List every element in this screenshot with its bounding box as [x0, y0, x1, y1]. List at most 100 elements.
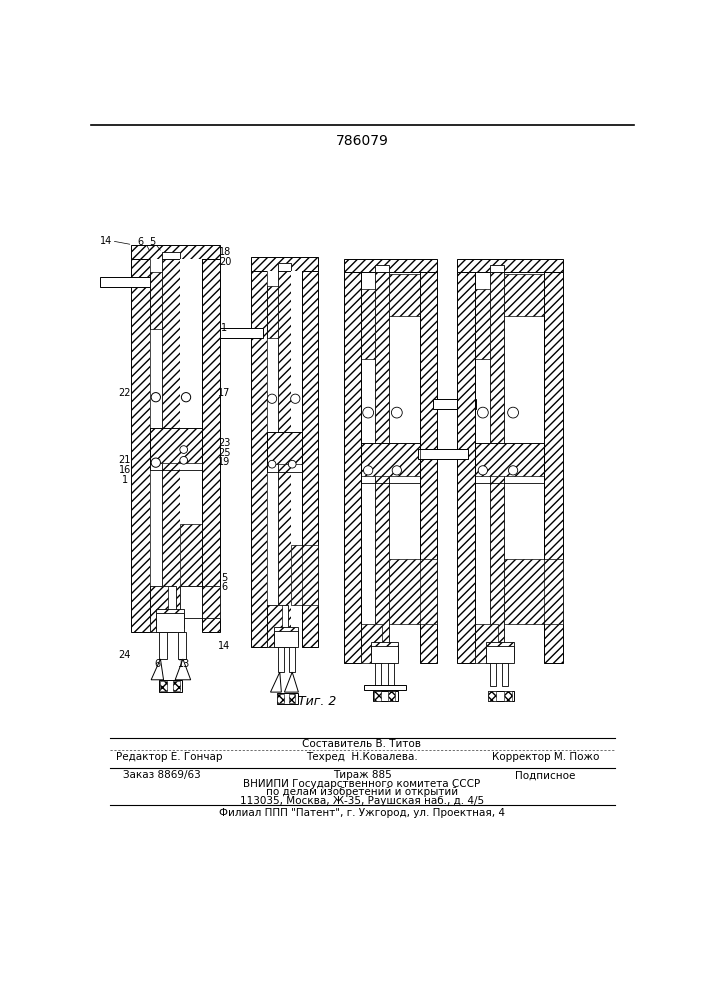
Bar: [150, 259, 162, 618]
Bar: [173, 681, 180, 691]
Bar: [220, 328, 263, 338]
Circle shape: [180, 456, 187, 464]
Text: Филиал ППП "Патент", г. Ужгород, ул. Проектная, 4: Филиал ППП "Патент", г. Ужгород, ул. Про…: [219, 808, 505, 818]
Text: 23: 23: [218, 438, 230, 448]
Text: 19: 19: [218, 457, 230, 467]
Circle shape: [151, 458, 160, 467]
Bar: [251, 271, 267, 647]
Text: Техред  Н.Ковалева.: Техред Н.Ковалева.: [306, 752, 418, 762]
Bar: [291, 545, 317, 605]
Circle shape: [291, 394, 300, 403]
Polygon shape: [151, 659, 163, 680]
Bar: [489, 691, 496, 701]
Bar: [303, 271, 317, 647]
Bar: [150, 272, 162, 329]
Text: 16: 16: [119, 465, 131, 475]
Bar: [131, 245, 220, 259]
Text: 22: 22: [119, 388, 131, 398]
Bar: [361, 443, 420, 483]
Bar: [371, 646, 398, 663]
Text: 6: 6: [137, 237, 144, 247]
Text: 14: 14: [100, 236, 112, 246]
Bar: [361, 289, 375, 359]
Text: Редактор Е. Гончар: Редактор Е. Гончар: [117, 752, 223, 762]
Text: 20: 20: [219, 257, 232, 267]
Polygon shape: [175, 659, 191, 680]
Bar: [389, 274, 420, 316]
Text: 5: 5: [221, 573, 227, 583]
Bar: [289, 647, 296, 672]
Polygon shape: [284, 672, 298, 692]
Text: ВНИИПИ Государственного комитета СССР: ВНИИПИ Государственного комитета СССР: [243, 779, 481, 789]
Text: 113035, Москва, Ж-35, Раушская наб., д. 4/5: 113035, Москва, Ж-35, Раушская наб., д. …: [240, 796, 484, 806]
Bar: [267, 605, 282, 647]
Circle shape: [392, 466, 402, 475]
Bar: [150, 586, 176, 632]
Bar: [504, 559, 563, 624]
Bar: [162, 252, 180, 259]
Text: 17: 17: [218, 388, 230, 398]
Circle shape: [477, 407, 489, 418]
Text: 14: 14: [218, 641, 230, 651]
Bar: [504, 691, 512, 701]
Bar: [475, 624, 498, 663]
Bar: [274, 627, 298, 644]
Bar: [267, 432, 303, 464]
Text: 1: 1: [221, 323, 227, 333]
Bar: [150, 428, 201, 463]
Bar: [156, 609, 184, 628]
Circle shape: [182, 393, 191, 402]
Bar: [375, 663, 381, 686]
Bar: [375, 265, 389, 272]
Bar: [389, 559, 437, 624]
Bar: [201, 586, 220, 618]
Bar: [289, 694, 296, 703]
Bar: [178, 632, 186, 659]
Bar: [486, 642, 514, 659]
Bar: [420, 272, 437, 663]
Text: Подписное: Подписное: [515, 770, 575, 780]
Circle shape: [363, 407, 373, 418]
Text: 18: 18: [219, 247, 232, 257]
Bar: [291, 271, 303, 636]
Bar: [150, 586, 168, 632]
Bar: [373, 691, 380, 701]
Circle shape: [151, 393, 160, 402]
Bar: [279, 271, 291, 636]
Bar: [267, 286, 279, 338]
Bar: [457, 259, 563, 272]
Bar: [373, 691, 397, 701]
Bar: [159, 680, 182, 692]
Text: 24: 24: [119, 650, 131, 660]
Bar: [490, 272, 504, 651]
Text: 5: 5: [148, 237, 155, 247]
Bar: [180, 259, 201, 618]
Bar: [180, 524, 201, 586]
Circle shape: [268, 460, 276, 468]
Bar: [544, 272, 563, 663]
Circle shape: [478, 466, 488, 475]
Bar: [371, 642, 398, 659]
Bar: [150, 428, 201, 470]
Text: по делам изобретений и открытий: по делам изобретений и открытий: [266, 787, 458, 797]
Text: 21: 21: [119, 455, 131, 465]
Bar: [344, 272, 361, 663]
Bar: [490, 663, 496, 686]
Bar: [344, 259, 437, 272]
Circle shape: [288, 460, 296, 468]
Bar: [457, 272, 475, 663]
Bar: [276, 693, 298, 704]
Circle shape: [267, 394, 276, 403]
Text: 6: 6: [221, 582, 227, 592]
Bar: [201, 259, 220, 632]
Text: Заказ 8869/63: Заказ 8869/63: [123, 770, 201, 780]
Bar: [279, 647, 284, 672]
Bar: [162, 259, 180, 618]
Text: 1: 1: [122, 475, 128, 485]
Bar: [418, 449, 468, 459]
Text: 13: 13: [177, 659, 189, 669]
Text: Тираж 885: Тираж 885: [332, 770, 392, 780]
Bar: [502, 663, 508, 686]
Bar: [490, 265, 504, 272]
Bar: [475, 289, 490, 359]
